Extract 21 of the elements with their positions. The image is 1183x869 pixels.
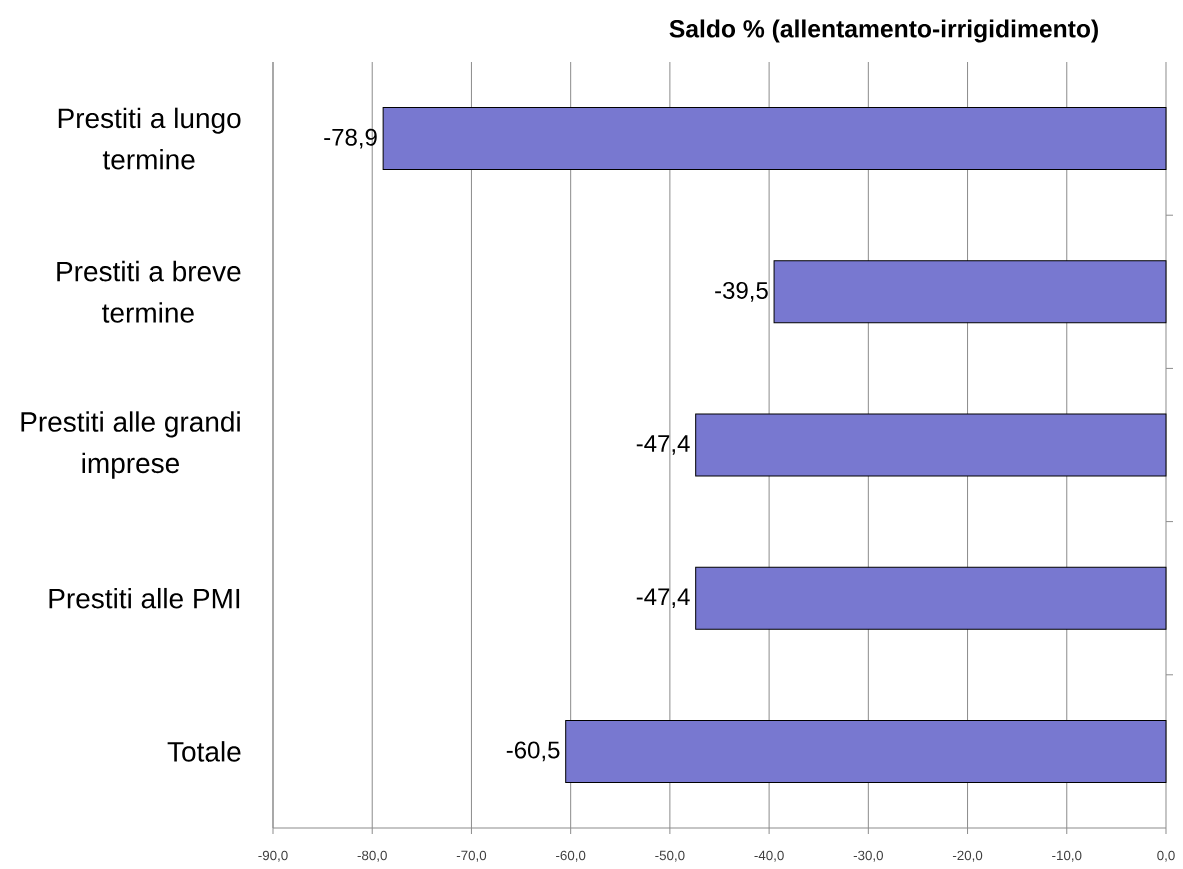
data-label: -47,4 bbox=[636, 588, 690, 609]
x-tick-label: -90,0 bbox=[258, 850, 288, 862]
data-label: -60,5 bbox=[506, 741, 560, 762]
x-tick-label: -30,0 bbox=[853, 850, 884, 862]
x-tick-label: -20,0 bbox=[952, 850, 983, 862]
data-label: -47,4 bbox=[636, 435, 690, 455]
chart-title: Saldo % (allentamento-irrigidimento) bbox=[669, 19, 1098, 43]
x-tick-label: -50,0 bbox=[655, 850, 685, 862]
data-label: -39,5 bbox=[715, 281, 768, 302]
x-tick-label: -40,0 bbox=[754, 850, 784, 862]
x-tick-label: -10,0 bbox=[1052, 850, 1082, 862]
y-tick-label: Prestiti a lungo termine bbox=[58, 107, 241, 170]
y-tick-label: Prestiti a breve termine bbox=[57, 260, 241, 323]
x-tick-label: 0,0 bbox=[1157, 850, 1175, 862]
x-tick-label: -70,0 bbox=[456, 850, 487, 862]
x-tick-label: -60,0 bbox=[556, 850, 586, 862]
y-tick-label: Prestiti alle grandi imprese bbox=[21, 411, 240, 479]
y-tick-label: Prestiti alle PMI bbox=[49, 587, 240, 609]
data-label: -78,9 bbox=[324, 128, 377, 149]
x-tick-label: -80,0 bbox=[357, 850, 387, 862]
y-tick-label: Totale bbox=[167, 741, 241, 762]
